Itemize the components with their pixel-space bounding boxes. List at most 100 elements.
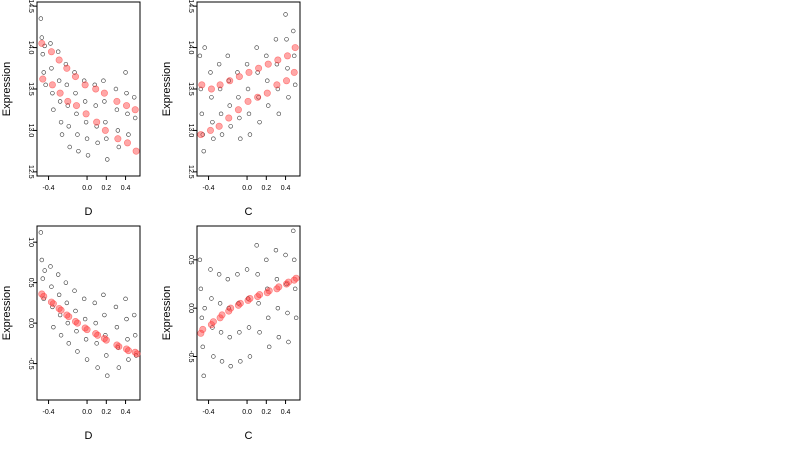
fitted-point xyxy=(283,77,291,85)
data-point xyxy=(217,301,223,306)
x-tick-label: -0.4 xyxy=(203,185,215,192)
data-point xyxy=(95,140,100,146)
data-point xyxy=(236,95,241,100)
fitted-point xyxy=(264,60,272,68)
data-point xyxy=(123,296,128,302)
data-point xyxy=(103,119,108,125)
data-point xyxy=(81,78,87,83)
fitted-series xyxy=(38,290,141,358)
data-point xyxy=(265,286,270,292)
data-point xyxy=(132,312,137,318)
data-point xyxy=(284,37,289,42)
y-tick-label: 0.0 xyxy=(27,318,34,328)
plot-frame xyxy=(196,225,301,401)
data-point xyxy=(238,136,243,141)
data-point xyxy=(264,53,269,59)
data-point xyxy=(55,272,61,277)
data-point xyxy=(58,333,64,338)
fitted-point xyxy=(290,68,298,76)
data-point xyxy=(82,99,88,104)
y-tick-label: 12.5 xyxy=(27,165,34,179)
data-point xyxy=(227,334,232,340)
data-point xyxy=(39,35,45,40)
fitted-point xyxy=(255,64,263,72)
data-point xyxy=(257,119,262,125)
y-tick-label: 1.0 xyxy=(27,237,34,247)
data-point xyxy=(293,315,299,321)
y-tick-label: 13.0 xyxy=(27,124,34,138)
data-point xyxy=(198,286,204,292)
data-point xyxy=(235,272,240,277)
fitted-point xyxy=(256,291,264,299)
fitted-point xyxy=(207,85,215,93)
fitted-point xyxy=(123,139,131,147)
data-point xyxy=(40,51,45,57)
data-point xyxy=(237,115,242,121)
fitted-point xyxy=(114,135,122,143)
fitted-point xyxy=(199,325,207,333)
fitted-series xyxy=(38,39,140,155)
data-point xyxy=(276,111,282,117)
x-tick-label: 0.0 xyxy=(82,185,92,192)
fitted-point xyxy=(64,97,72,105)
data-point xyxy=(208,70,213,75)
data-point xyxy=(247,132,253,137)
fitted-point xyxy=(57,306,65,314)
data-point xyxy=(199,111,205,117)
data-point xyxy=(39,257,45,263)
fitted-point xyxy=(235,73,243,81)
fitted-point xyxy=(246,294,254,302)
data-point xyxy=(56,292,62,297)
fitted-point xyxy=(227,304,235,312)
data-point xyxy=(126,357,131,362)
data-point xyxy=(225,53,231,59)
data-point xyxy=(56,78,62,83)
data-point xyxy=(50,90,55,96)
y-tick-label: 13.0 xyxy=(187,124,194,138)
data-point xyxy=(283,252,288,258)
data-point xyxy=(211,354,216,359)
data-point xyxy=(64,300,70,306)
data-point xyxy=(292,82,298,88)
data-point xyxy=(81,296,87,302)
fitted-point xyxy=(245,68,253,76)
data-point xyxy=(266,103,271,108)
fitted-point xyxy=(102,336,110,344)
fitted-point xyxy=(81,81,89,89)
data-point xyxy=(245,86,251,92)
fitted-point xyxy=(234,301,242,309)
fitted-point xyxy=(216,81,224,89)
data-point xyxy=(285,310,290,316)
fitted-point xyxy=(209,318,217,326)
data-point xyxy=(226,78,231,83)
fitted-point xyxy=(197,131,205,139)
fitted-point xyxy=(283,52,291,60)
data-point xyxy=(274,276,280,282)
fitted-point xyxy=(234,106,242,114)
data-point xyxy=(247,354,253,359)
data-point xyxy=(72,288,77,293)
x-tick-label: 0.4 xyxy=(281,185,291,192)
x-tick-label: 0.4 xyxy=(121,409,131,416)
data-point xyxy=(114,324,120,330)
data-point xyxy=(219,359,225,364)
fitted-point xyxy=(48,81,56,89)
fitted-point xyxy=(254,293,262,301)
data-point xyxy=(85,153,91,158)
data-point xyxy=(92,300,97,306)
data-point xyxy=(49,284,54,289)
x-tick-label: 0.0 xyxy=(242,409,252,416)
y-tick-label: 0.5 xyxy=(187,255,194,265)
fitted-point xyxy=(40,292,48,300)
x-tick-label: 0.2 xyxy=(101,409,111,416)
data-point xyxy=(235,70,240,75)
fitted-point xyxy=(49,300,57,308)
data-point xyxy=(291,228,296,234)
data-point xyxy=(284,281,289,287)
data-point xyxy=(123,70,128,75)
y-tick-label: 14.0 xyxy=(27,41,34,55)
data-point xyxy=(244,267,250,272)
data-point xyxy=(74,329,79,334)
data-point xyxy=(292,286,298,292)
data-point xyxy=(283,12,288,17)
